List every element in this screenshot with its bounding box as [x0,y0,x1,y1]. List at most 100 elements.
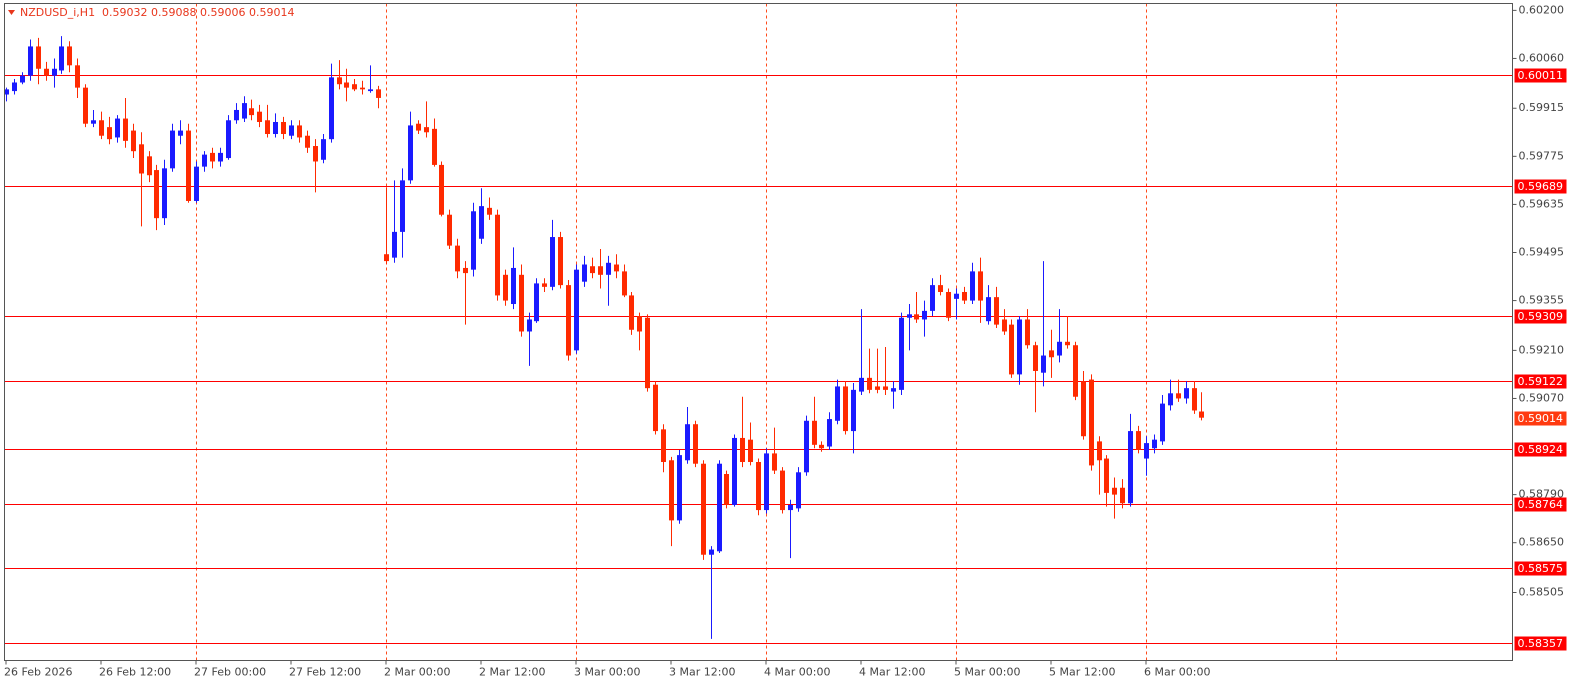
candle-body [622,271,627,296]
candle-body [938,285,943,292]
candle-body [1199,411,1204,418]
level-label-box [1514,179,1567,194]
candle-body [922,310,927,320]
candle-body [463,267,468,274]
candle-body [986,297,991,322]
candle-body [107,127,112,140]
candle-body [542,283,547,287]
candle-body [558,237,563,286]
candle-body [273,121,278,135]
candle-body [400,180,405,232]
candle-body [313,146,318,162]
candle-body [614,264,619,272]
candle-body [724,474,729,505]
candle-body [265,120,270,135]
candle-body [20,75,25,83]
level-label: 0.58357 [1518,637,1564,650]
candle-body [36,46,41,69]
candle-body [709,549,714,555]
candle-body [202,154,207,167]
x-tick-label: 4 Mar 00:00 [764,666,830,679]
candle-body [178,130,183,136]
candle-body [1002,319,1007,332]
candle-body [914,314,919,320]
x-tick-label: 5 Mar 12:00 [1049,666,1115,679]
candle-body [994,297,999,325]
candle-body [590,266,595,274]
candle-body [1176,393,1181,399]
x-tick-label: 26 Feb 2026 [4,666,72,679]
candle-body [75,65,80,88]
y-tick-label: 0.60060 [1519,51,1565,64]
candle-body [701,463,706,555]
candle-body [1089,379,1094,466]
y-tick-label: 0.59210 [1519,343,1565,356]
candle-body [416,123,421,131]
candle-body [859,377,864,392]
level-label-box [1514,636,1567,651]
y-tick-label: 0.59355 [1519,294,1565,307]
candle-body [1017,319,1022,375]
candle-body [550,237,555,287]
x-tick-label: 3 Mar 12:00 [669,666,735,679]
candle-body [337,77,342,85]
candle-body [891,388,896,392]
x-tick-label: 3 Mar 00:00 [574,666,640,679]
candle-body [827,419,832,447]
last-price-box [1514,411,1567,426]
x-tick-label: 4 Mar 12:00 [859,666,925,679]
candle-body [819,444,824,449]
level-label: 0.58924 [1518,443,1564,456]
candle-body [970,271,975,301]
y-tick-label: 0.59635 [1519,197,1565,210]
candle-body [218,152,223,162]
axis-layer: 0.60200 0.60060 0.59915 0.59775 0.59635 0.594… [4,3,1567,679]
candle-body [1073,345,1078,397]
y-tick-label: 0.60200 [1519,3,1565,16]
candle-body [954,293,959,299]
symbol-menu-triangle[interactable] [8,10,15,15]
candle-body [321,139,326,160]
candle-body [780,470,785,511]
level-label-box [1514,442,1567,457]
candle-body [432,128,437,165]
candle-layer [4,36,1204,639]
candle-body [812,420,817,445]
candle-body [210,152,215,162]
candle-body [756,461,761,511]
candle-body [186,130,191,201]
candle-body [455,245,460,272]
candle-body [1081,381,1086,437]
x-tick-label: 5 Mar 00:00 [954,666,1020,679]
candle-body [242,103,247,119]
candle-body [408,125,413,181]
candle-body [123,118,128,141]
candle-body [1041,355,1046,373]
candle-body [519,274,524,332]
level-label-box [1514,497,1567,512]
candle-body [732,437,737,505]
candle-body [329,77,334,140]
chart-title: NZDUSD_i,H1 0.59032 0.59088 0.59006 0.59… [20,6,295,19]
x-tick-label: 6 Mar 00:00 [1144,666,1210,679]
candle-body [257,111,262,122]
candle-body [154,170,159,219]
level-label: 0.59689 [1518,180,1564,193]
candle-body [534,283,539,322]
level-label: 0.59122 [1518,375,1564,388]
y-tick-label: 0.58650 [1519,536,1565,549]
candle-body [907,314,912,318]
candle-body [439,164,444,215]
candle-body [115,118,120,138]
candle-body [503,274,508,301]
y-tick-label: 0.59775 [1519,149,1565,162]
candle-body [772,453,777,471]
candle-body [1168,393,1173,406]
candle-body [1049,350,1054,358]
candle-body [1065,341,1070,346]
candle-body [962,291,967,301]
y-tick-label: 0.58790 [1519,488,1565,501]
candle-body [424,127,429,133]
